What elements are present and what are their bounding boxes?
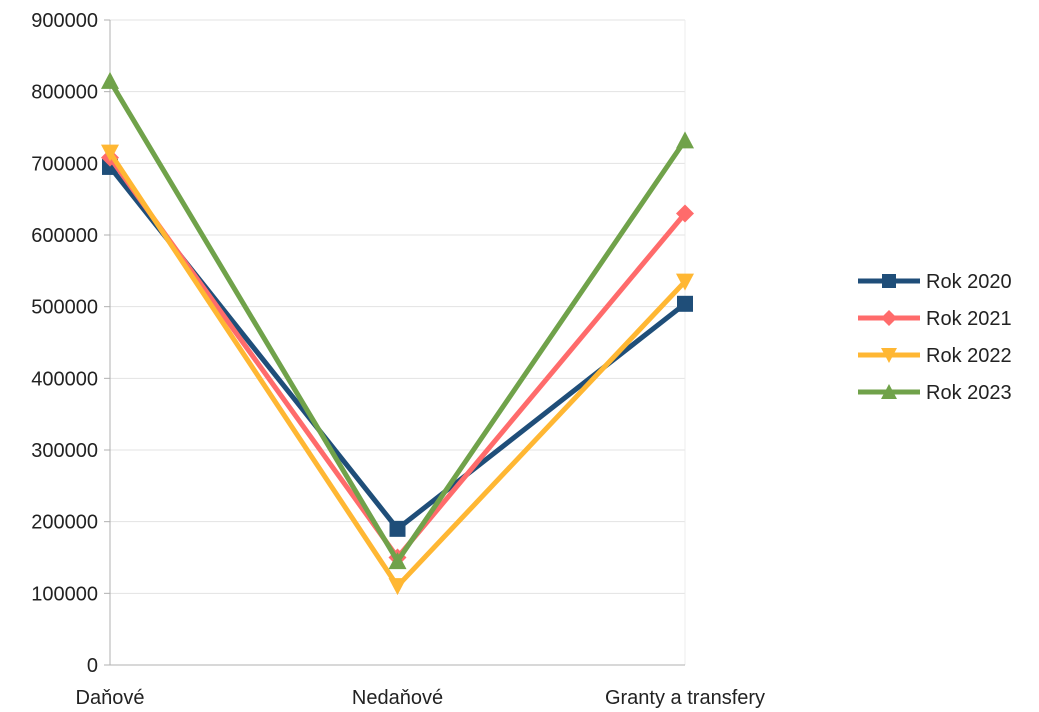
legend-item: Rok 2021 <box>858 308 1012 330</box>
marker-triangle-up <box>881 384 897 399</box>
series-line <box>107 79 688 566</box>
marker-square <box>677 295 693 312</box>
y-tick-label: 700000 <box>31 153 98 175</box>
marker-triangle-down <box>101 144 119 162</box>
marker-triangle-up <box>388 552 407 570</box>
legend-item: Rok 2022 <box>858 345 1012 367</box>
legend-item: Rok 2023 <box>858 382 1012 404</box>
axes <box>104 19 685 666</box>
marker-diamond <box>881 310 897 326</box>
marker-triangle-down <box>881 348 897 363</box>
marker-triangle-down <box>388 578 407 596</box>
y-tick-label: 500000 <box>31 297 98 319</box>
legend-label: Rok 2020 <box>926 271 1012 293</box>
legend: Rok 2020 Rok 2021 Rok 2022 Rok 2023 <box>858 271 1012 404</box>
y-tick-label: 600000 <box>31 225 98 247</box>
y-axis-ticks: 0 100000 200000 300000 400000 500000 600000 700… <box>31 10 98 677</box>
series-rok-2023 <box>101 71 694 570</box>
y-tick-label: 0 <box>87 655 98 677</box>
y-tick-label: 100000 <box>31 583 98 605</box>
x-tick-label: Granty a transfery <box>605 687 765 709</box>
y-tick-label: 200000 <box>31 512 98 534</box>
marker-square <box>389 520 406 537</box>
x-tick-label: Daňové <box>76 687 145 709</box>
series-line <box>107 156 687 562</box>
marker-triangle-up <box>676 131 694 149</box>
grid-lines <box>110 19 686 665</box>
y-tick-label: 300000 <box>31 440 98 462</box>
marker-triangle-down <box>676 273 694 291</box>
y-tick-label: 900000 <box>31 10 98 32</box>
marker-square <box>882 274 896 288</box>
series-group <box>101 71 694 596</box>
legend-label: Rok 2022 <box>926 345 1012 367</box>
legend-item: Rok 2020 <box>858 271 1012 293</box>
legend-label: Rok 2021 <box>926 308 1012 330</box>
marker-triangle-up <box>101 71 119 89</box>
legend-label: Rok 2023 <box>926 382 1012 404</box>
x-tick-label: Nedaňové <box>352 687 443 709</box>
y-tick-label: 800000 <box>31 82 98 104</box>
y-tick-label: 400000 <box>31 368 98 390</box>
x-axis-ticks: Daňové Nedaňové Granty a transfery <box>76 687 766 709</box>
marker-diamond <box>676 204 694 223</box>
series-rok-2022 <box>101 144 694 596</box>
